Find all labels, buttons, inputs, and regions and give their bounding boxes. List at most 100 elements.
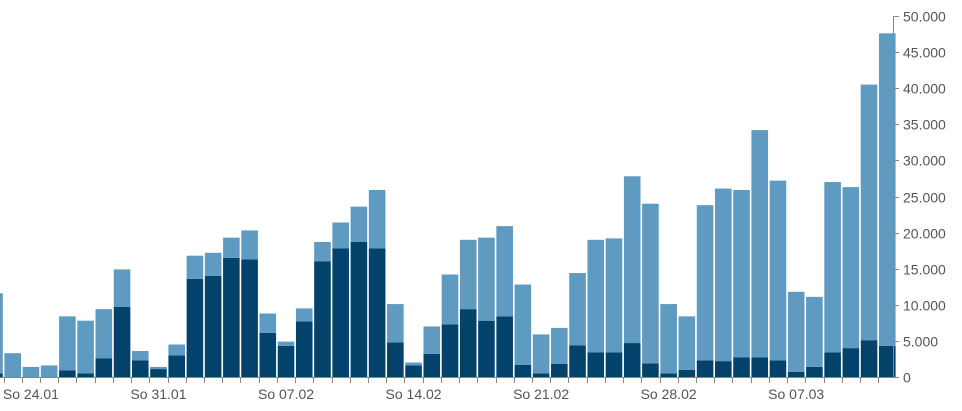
bar-segment-dark-22 [387, 342, 404, 377]
x-tick-label-4: So 21.02 [513, 386, 569, 402]
bar-segment-dark-44 [787, 371, 805, 377]
bar-segment-dark-39 [696, 360, 714, 377]
bar-segment-dark-23 [405, 365, 422, 377]
bar-segment-dark-11 [186, 278, 204, 377]
bar-segment-light-15 [259, 313, 277, 333]
bar-segment-dark-29 [514, 364, 532, 377]
y-tick-label-0: 0 [903, 370, 911, 386]
y-tick-label-10: 50.000 [903, 9, 946, 25]
bar-segment-light-3 [40, 365, 58, 377]
bar-segment-dark-34 [605, 352, 623, 377]
bar-segment-light-8 [131, 351, 149, 361]
y-tick-label-1: 5.000 [903, 334, 938, 350]
bar-segment-light-46 [824, 182, 841, 353]
bar-segment-dark-16 [277, 345, 295, 377]
bar-segment-light-22 [387, 304, 404, 343]
bar-segment-dark-46 [824, 352, 841, 377]
bar-segment-dark-17 [295, 321, 313, 377]
bar-segment-light-1 [4, 353, 22, 377]
bar-segment-dark-6 [95, 358, 113, 377]
bar-segment-dark-33 [587, 352, 605, 377]
bar-segment-light-2 [22, 366, 40, 377]
bar-segment-light-44 [787, 291, 805, 372]
bar-segment-light-31 [551, 327, 568, 365]
y-tick-label-7: 35.000 [903, 117, 946, 133]
bar-segment-light-49 [878, 33, 896, 346]
y-tick-label-9: 45.000 [903, 45, 946, 61]
bar-segment-dark-31 [551, 364, 568, 377]
bar-segment-light-0 [0, 293, 3, 374]
bar-segment-light-14 [241, 230, 258, 260]
bar-segment-light-42 [751, 130, 769, 358]
bar-segment-dark-5 [77, 373, 94, 377]
bar-segment-dark-45 [806, 366, 823, 377]
bar-segment-light-29 [514, 284, 532, 365]
bar-segment-light-19 [332, 222, 349, 249]
bar-segment-dark-27 [478, 320, 495, 377]
bar-segment-light-43 [769, 180, 787, 361]
bar-segment-dark-47 [842, 348, 860, 377]
bar-segment-dark-49 [878, 345, 896, 377]
x-tick-label-1: So 31.01 [130, 386, 186, 402]
x-tick-label-5: So 28.02 [641, 386, 697, 402]
bar-segment-dark-25 [441, 324, 459, 377]
bar-segment-dark-37 [660, 373, 677, 377]
bar-segment-dark-0 [0, 373, 3, 377]
bar-segment-light-21 [368, 190, 386, 249]
bar-segment-dark-18 [314, 261, 331, 377]
bar-segment-dark-41 [733, 357, 750, 377]
y-tick-label-8: 40.000 [903, 81, 946, 97]
bar-segment-light-38 [678, 316, 696, 370]
bar-segment-light-48 [860, 84, 878, 341]
bar-segment-dark-38 [678, 369, 696, 377]
bar-segment-dark-48 [860, 340, 878, 377]
x-tick-label-0: So 24.01 [3, 386, 59, 402]
bar-segment-dark-9 [150, 369, 167, 377]
y-tick-label-3: 15.000 [903, 262, 946, 278]
bar-segment-dark-13 [223, 257, 240, 377]
bar-segment-dark-28 [496, 316, 513, 377]
x-tick-label-6: So 07.03 [768, 386, 824, 402]
bar-segment-dark-19 [332, 248, 349, 377]
bar-segment-light-36 [642, 203, 659, 364]
bar-segment-light-37 [660, 304, 677, 374]
bar-segment-light-20 [350, 206, 368, 242]
bar-segment-light-16 [277, 341, 295, 346]
bar-segment-dark-12 [204, 275, 222, 377]
bar-segment-light-6 [95, 309, 113, 359]
bar-segment-dark-35 [623, 343, 641, 377]
y-tick-label-4: 20.000 [903, 226, 946, 242]
axes: So 24.01 So 31.01 So 07.02 So 14.02 So 21.02… [0, 9, 946, 402]
bar-segment-light-33 [587, 239, 605, 353]
bar-segment-light-30 [532, 334, 550, 374]
bar-segment-light-5 [77, 320, 94, 374]
bar-segment-dark-32 [569, 345, 586, 377]
bar-segment-dark-20 [350, 241, 368, 377]
bar-segment-light-45 [806, 296, 823, 367]
bar-segment-light-17 [295, 308, 313, 322]
bar-segment-dark-24 [423, 353, 441, 377]
bar-segment-dark-26 [459, 309, 477, 377]
bar-segment-light-24 [423, 326, 441, 354]
bar-segment-dark-36 [642, 363, 659, 377]
bar-segment-light-28 [496, 226, 513, 317]
x-tick-label-2: So 07.02 [258, 386, 314, 402]
bar-segment-dark-43 [769, 360, 787, 377]
bar-segment-dark-21 [368, 248, 386, 377]
bar-segment-dark-40 [715, 361, 732, 377]
bar-segment-light-13 [223, 237, 240, 258]
bar-segment-light-47 [842, 187, 860, 349]
bar-segment-light-34 [605, 238, 623, 353]
bar-segment-dark-8 [131, 360, 149, 377]
bar-segment-light-26 [459, 239, 477, 310]
bar-segment-light-11 [186, 255, 204, 279]
bar-segment-light-10 [168, 344, 185, 356]
bar-segment-dark-15 [259, 332, 277, 377]
bar-segment-light-40 [715, 188, 732, 362]
bar-segment-light-25 [441, 274, 459, 325]
bar-segment-light-12 [204, 252, 222, 276]
bar-segment-dark-10 [168, 355, 185, 377]
y-tick-label-2: 10.000 [903, 298, 946, 314]
bar-segment-dark-7 [113, 306, 131, 377]
